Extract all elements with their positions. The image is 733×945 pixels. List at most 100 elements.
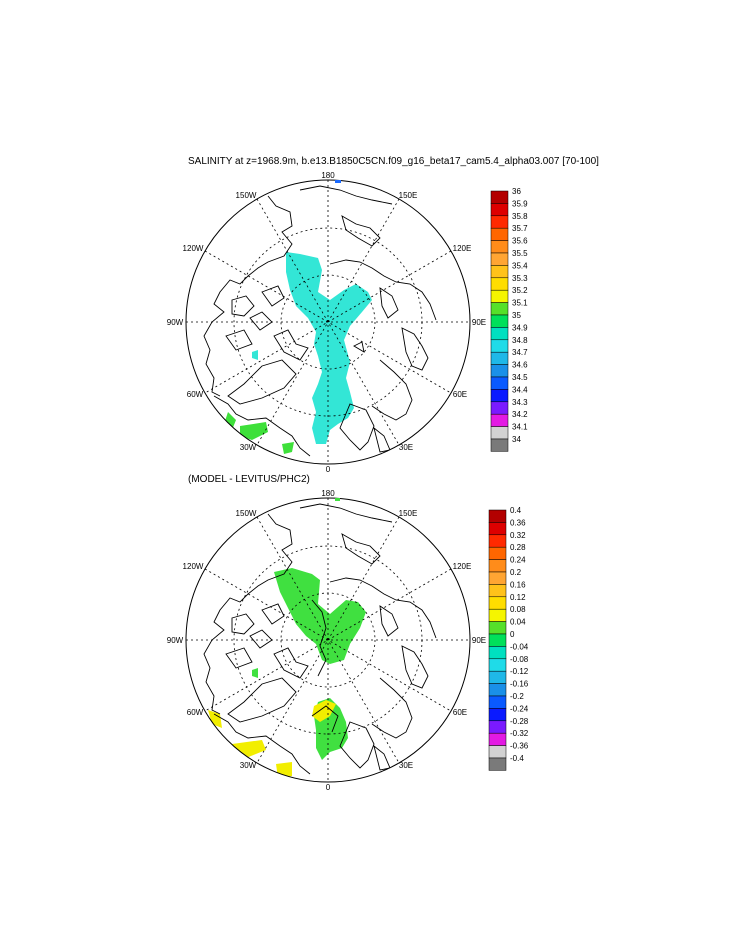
colorbar-label: -0.32 [510,729,529,738]
colorbar-box [488,534,507,548]
lon-label-120w: 120W [183,562,204,571]
salinity-field-atlantic-3 [282,442,294,454]
diff-positive-strait [312,700,336,722]
colorbar-label: 35.2 [512,286,528,295]
lon-label-150e: 150E [399,191,418,200]
colorbar-box [490,289,509,303]
colorbar-label: 35 [512,311,521,320]
salinity-field-atlantic-2 [240,422,268,440]
colorbar-label: 35.7 [512,224,528,233]
colorbar-box [490,240,509,254]
colorbar-box [490,227,509,241]
colorbar-label: 35.4 [512,261,528,270]
lon-label-150w: 150W [236,191,257,200]
colorbar-box [488,646,507,660]
colorbar-label: 34.3 [512,398,528,407]
colorbar-label: 0.4 [510,506,522,515]
colorbar-label: -0.04 [510,642,529,651]
colorbar-box [490,389,509,403]
colorbar-box [488,509,507,523]
lon-label-90w: 90W [167,318,184,327]
colorbar-label: 0.24 [510,556,526,565]
colorbar-label: 34.1 [512,423,528,432]
lon-label-60e: 60E [453,390,467,399]
colorbar-box [488,670,507,684]
lon-label-90w: 90W [167,636,184,645]
colorbar-label: 34.8 [512,336,528,345]
diff-positive-1 [208,710,222,728]
colorbar-box [490,351,509,365]
lon-label-60e: 60E [453,708,467,717]
salinity-field-central [286,252,372,444]
colorbar-box [490,426,509,440]
lon-labels-panel2: 180 150E 120E 90E 60E 30E 0 30W 60W 90W … [167,489,486,792]
colorbar-label: 0.08 [510,605,526,614]
salinity-field-edge-blue [335,180,341,183]
diff-field-edge [335,498,340,501]
lon-label-90e: 90E [472,318,486,327]
lon-label-150e: 150E [399,509,418,518]
colorbar-label: 0.12 [510,593,526,602]
colorbar-box [488,621,507,635]
diff-positive-3 [276,762,292,778]
diff-field-baffin [252,668,258,678]
lon-label-90e: 90E [472,636,486,645]
colorbar-box [490,252,509,266]
colorbar-box [490,302,509,316]
colorbar-label: -0.36 [510,742,529,751]
colorbar-box [490,314,509,328]
colorbar-label: 0.2 [510,568,522,577]
lon-label-30e: 30E [399,761,413,770]
colorbar-box [490,413,509,427]
colorbar-box [490,364,509,378]
colorbar-box [490,265,509,279]
colorbar-label: 35.1 [512,299,528,308]
diff-field-central [274,568,366,664]
colorbar-label: 0 [510,630,515,639]
colorbar-panel2: 0.4 0.36 0.32 0.28 0.24 0.2 0.16 0.12 0.08 0.04 0 -… [488,506,529,771]
lon-label-60w: 60W [187,708,204,717]
colorbar-label: 35.8 [512,212,528,221]
lon-label-30w: 30W [240,761,257,770]
lon-label-120e: 120E [453,244,472,253]
colorbar-box [488,720,507,734]
colorbar-label: -0.16 [510,680,529,689]
lon-label-180: 180 [321,171,335,180]
colorbar-box [488,559,507,573]
colorbar-box [488,571,507,585]
colorbar-label: 35.9 [512,199,528,208]
colorbar-box [488,596,507,610]
colorbar-label: 34.9 [512,323,528,332]
colorbar-label: 34.6 [512,361,528,370]
colorbar-label: -0.2 [510,692,524,701]
lon-label-120e: 120E [453,562,472,571]
colorbar-box [488,683,507,697]
colorbar-box [490,215,509,229]
colorbar-box [490,277,509,291]
panel2-map: 180 150E 120E 90E 60E 30E 0 30W 60W 90W … [167,489,529,792]
colorbar-label: 35.3 [512,274,528,283]
colorbar-box [490,339,509,353]
graticule-panel2 [186,498,470,782]
colorbar-box [490,203,509,217]
colorbar-box [488,633,507,647]
colorbar-box [488,584,507,598]
map-boundary-panel1 [185,179,471,465]
panel2-title: (MODEL - LEVITUS/PHC2) [188,474,310,485]
colorbar-label: 0.04 [510,618,526,627]
colorbar-box [488,732,507,746]
colorbar-label: 35.5 [512,249,528,258]
lon-label-180: 180 [321,489,335,498]
colorbar-box [490,401,509,415]
panel1-map: 180 150E 120E 90E 60E 30E 0 30W 60W 90W … [167,171,528,474]
colorbar-label: 34 [512,435,521,444]
colorbar-box [488,708,507,722]
colorbar-label: 34.7 [512,348,528,357]
lon-label-60w: 60W [187,390,204,399]
colorbar-box [488,695,507,709]
lon-label-120w: 120W [183,244,204,253]
lon-labels-panel1: 180 150E 120E 90E 60E 30E 0 30W 60W 90W … [167,171,486,474]
colorbar-box [490,327,509,341]
colorbar-label: 34.4 [512,385,528,394]
coastlines-panel2 [203,503,437,775]
